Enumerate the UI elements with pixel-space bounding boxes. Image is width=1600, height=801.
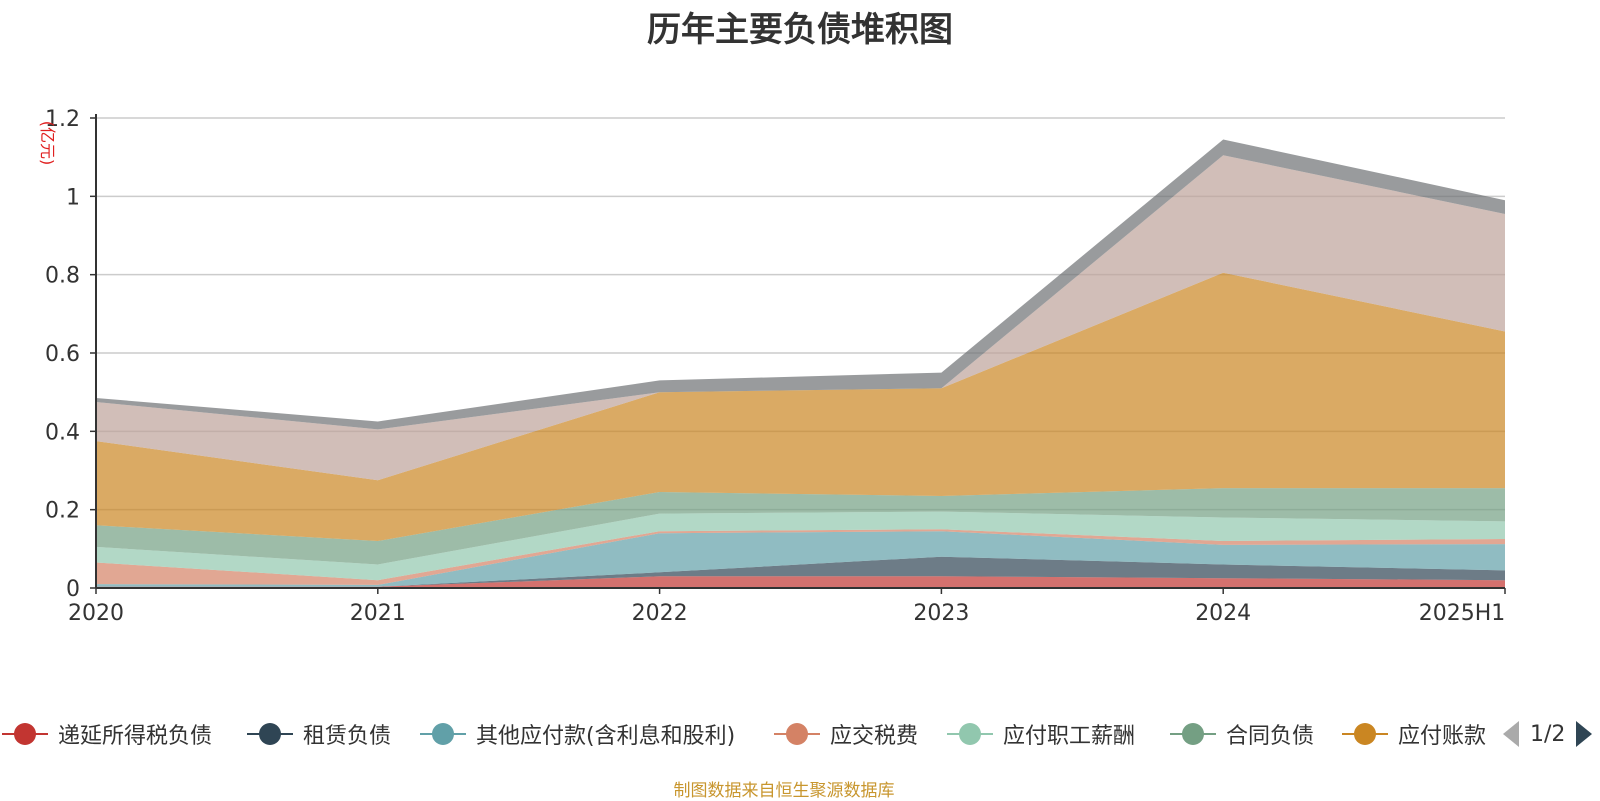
x-tick-label: 2023: [913, 601, 969, 626]
legend-prev-button[interactable]: [1500, 718, 1522, 750]
legend: 递延所得税负债 租赁负债 其他应付款(含利息和股利) 应交税费 应付职工薪酬 合同负债 应付…: [0, 712, 1500, 756]
y-axis-unit-label: (亿元): [38, 121, 57, 166]
legend-pager: 1/2: [1500, 712, 1600, 756]
source-note: 制图数据来自恒生聚源数据库: [673, 781, 895, 801]
legend-marker-icon: [774, 723, 820, 745]
area-应付职工薪酬: [96, 511, 1505, 581]
area-其他: [96, 139, 1505, 430]
legend-label: 应付职工薪酬: [1003, 724, 1136, 749]
legend-label: 应付账款: [1398, 724, 1487, 749]
area-应付账款: [96, 272, 1505, 541]
legend-item[interactable]: 递延所得税负债: [0, 712, 212, 756]
legend-item[interactable]: 应付职工薪酬: [945, 712, 1135, 756]
x-tick-label: 2021: [350, 601, 406, 626]
x-tick-label: 2025H1: [1419, 601, 1506, 626]
y-tick-label: 1: [66, 185, 80, 210]
legend-marker-icon: [2, 723, 48, 745]
legend-item[interactable]: 其他应付款(含利息和股利): [418, 712, 735, 756]
axes: 0 0.2 0.4 0.6 0.8 1 1.2 2020 2021 2022 2023 2024 202…: [45, 107, 1506, 626]
legend-item[interactable]: 租赁负债: [245, 712, 391, 756]
triangle-left-icon: [1503, 721, 1519, 747]
area-应交税费: [96, 529, 1505, 585]
y-tick-label: 0.2: [45, 499, 80, 524]
legend-label: 递延所得税负债: [58, 724, 213, 749]
y-tick-label: 0.8: [45, 264, 80, 289]
area-租赁负债: [96, 556, 1505, 587]
legend-label: 其他应付款(含利息和股利): [476, 724, 736, 749]
legend-item[interactable]: 应付账款: [1340, 712, 1486, 756]
legend-page-indicator: 1/2: [1530, 721, 1566, 747]
area-合同负债: [96, 488, 1505, 565]
area-series: [96, 139, 1505, 588]
legend-label: 合同负债: [1226, 724, 1315, 749]
legend-marker-icon: [947, 723, 993, 745]
x-tick-label: 2020: [68, 601, 124, 626]
legend-marker-icon: [247, 723, 293, 745]
chart-title: 历年主要负债堆积图: [647, 10, 953, 50]
legend-item[interactable]: 合同负债: [1168, 712, 1314, 756]
legend-label: 应交税费: [830, 724, 919, 749]
y-tick-label: 0: [66, 577, 80, 602]
legend-marker-icon: [1342, 723, 1388, 745]
area-递延所得税负债: [96, 576, 1505, 588]
area-短期借款: [96, 155, 1505, 481]
y-tick-label: 0.6: [45, 342, 80, 367]
legend-item[interactable]: 应交税费: [772, 712, 918, 756]
y-tick-label: 0.4: [45, 420, 80, 445]
x-tick-label: 2022: [632, 601, 688, 626]
triangle-right-icon: [1576, 721, 1593, 747]
legend-next-button[interactable]: [1573, 718, 1595, 750]
y-tick-label: 1.2: [45, 107, 80, 132]
x-tick-label: 2024: [1195, 601, 1251, 626]
legend-marker-icon: [1170, 723, 1216, 745]
legend-label: 租赁负债: [303, 724, 392, 749]
legend-marker-icon: [420, 723, 466, 745]
area-其他应付款(含利息和股利): [96, 531, 1505, 587]
